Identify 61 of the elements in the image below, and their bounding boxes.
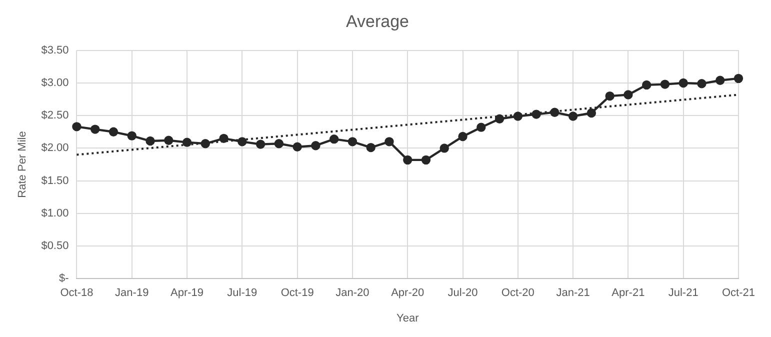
point — [660, 80, 670, 89]
point — [440, 144, 449, 153]
y-tick-label: $3.00 — [41, 77, 69, 90]
point — [292, 142, 302, 152]
point — [605, 91, 614, 101]
point — [494, 114, 504, 124]
y-tick-label: $3.50 — [41, 44, 69, 56]
point — [678, 78, 688, 88]
point — [329, 134, 339, 144]
chart-title: Average — [346, 12, 410, 31]
point — [586, 108, 596, 118]
point — [274, 139, 284, 148]
x-tick-label: Apr-21 — [612, 287, 645, 300]
point — [716, 76, 725, 85]
point — [311, 140, 320, 150]
x-tick-label: Oct-18 — [60, 287, 94, 300]
y-tick-label: $0.50 — [41, 240, 69, 252]
x-tick-label: Jan-21 — [556, 287, 590, 300]
x-tick-label: Apr-19 — [170, 287, 204, 300]
point — [458, 132, 468, 142]
point — [734, 74, 744, 84]
y-tick-label: $2.00 — [41, 142, 69, 154]
y-tick-label: $- — [58, 272, 70, 285]
point — [513, 112, 523, 121]
x-tick-label: Jul-21 — [668, 287, 698, 300]
point — [164, 136, 174, 145]
point — [146, 136, 155, 146]
point — [348, 137, 358, 146]
point — [532, 110, 541, 119]
point — [238, 137, 247, 146]
point — [90, 124, 100, 134]
point — [384, 137, 394, 146]
x-tick-label: Jan-20 — [336, 287, 370, 300]
point — [697, 79, 706, 88]
point — [476, 122, 486, 132]
point — [642, 80, 652, 90]
point — [182, 138, 192, 147]
point — [72, 122, 82, 132]
y-axis-title: Rate Per Mile — [16, 131, 29, 198]
point — [108, 127, 118, 136]
point — [568, 112, 578, 121]
y-tick-label: $1.00 — [41, 207, 69, 220]
y-tick-label: $2.50 — [41, 110, 69, 122]
point — [200, 139, 210, 148]
x-tick-label: Jul-20 — [448, 287, 478, 300]
point — [127, 131, 136, 140]
x-tick-label: Jan-19 — [115, 287, 149, 300]
x-tick-label: Oct-21 — [722, 287, 755, 300]
point — [366, 142, 376, 152]
x-tick-label: Apr-20 — [391, 287, 424, 300]
x-tick-label: Oct-20 — [501, 287, 534, 300]
point — [256, 140, 266, 149]
point — [421, 155, 431, 165]
y-tick-label: $1.50 — [41, 174, 69, 187]
point — [550, 108, 560, 117]
x-tick-label: Oct-19 — [280, 287, 314, 300]
x-axis-title: Year — [396, 312, 420, 324]
x-tick-label: Jul-19 — [227, 287, 258, 300]
point — [624, 90, 633, 100]
point — [403, 155, 412, 165]
point — [219, 134, 228, 144]
